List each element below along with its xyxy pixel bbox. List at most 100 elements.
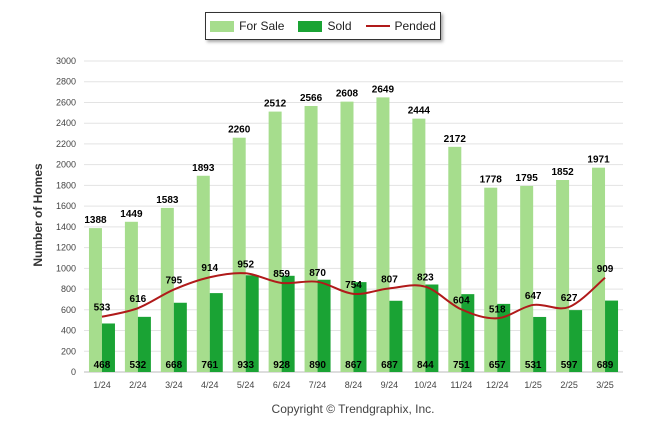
pended-data-label: 823 (417, 273, 434, 284)
sold-bar (533, 316, 547, 372)
for-sale-bar (124, 221, 138, 372)
sold-bar (605, 300, 619, 372)
pended-line (101, 272, 606, 320)
sold-bar (209, 293, 223, 372)
sold-data-label: 657 (489, 360, 506, 371)
sold-bar (317, 279, 331, 372)
pended-data-label: 533 (94, 303, 111, 314)
pended-data-label: 914 (201, 263, 218, 274)
sold-bar (137, 316, 151, 372)
for-sale-data-label: 2566 (300, 93, 323, 104)
y-tick-label: 3000 (56, 56, 76, 66)
pended-data-label: 795 (165, 276, 182, 287)
sold-bar (245, 275, 259, 372)
for-sale-swatch (210, 20, 235, 32)
x-tick-label: 10/24 (414, 380, 437, 390)
pended-data-label: 952 (237, 259, 254, 270)
for-sale-data-label: 1971 (587, 155, 610, 166)
y-tick-label: 1400 (56, 222, 76, 232)
y-tick-label: 2400 (56, 118, 76, 128)
sold-data-label: 689 (597, 360, 614, 371)
for-sale-bar (88, 228, 102, 372)
y-tick-label: 0 (71, 367, 76, 377)
legend-label-sold: Sold (327, 19, 352, 33)
sold-data-label: 531 (525, 360, 542, 371)
pended-data-label: 647 (525, 291, 542, 302)
legend-item-sold[interactable]: Sold (298, 19, 352, 33)
for-sale-data-label: 2649 (372, 84, 395, 95)
pended-data-label: 870 (309, 268, 326, 279)
y-tick-label: 2600 (56, 97, 76, 107)
for-sale-data-label: 1778 (480, 175, 503, 186)
legend-item-pended[interactable]: Pended (365, 19, 436, 33)
for-sale-bar (484, 187, 498, 372)
x-tick-label: 4/24 (201, 380, 219, 390)
y-axis-title: Number of Homes (31, 163, 45, 267)
y-tick-label: 1000 (56, 263, 76, 273)
sold-data-label: 468 (94, 360, 111, 371)
for-sale-bar (340, 101, 354, 373)
sold-bar (353, 282, 367, 372)
sold-data-label: 844 (417, 360, 434, 371)
for-sale-data-label: 1893 (192, 163, 215, 174)
x-tick-label: 2/24 (129, 380, 147, 390)
pended-swatch (365, 25, 390, 27)
x-tick-label: 5/24 (237, 380, 255, 390)
sold-bar (173, 302, 187, 372)
for-sale-data-label: 2608 (336, 89, 359, 100)
x-tick-label: 3/24 (165, 380, 183, 390)
copyright-text: Copyright © Trendgraphix, Inc. (271, 402, 435, 416)
for-sale-bar (304, 105, 318, 372)
y-tick-label: 400 (61, 326, 76, 336)
x-tick-label: 1/25 (524, 380, 542, 390)
y-tick-label: 1200 (56, 243, 76, 253)
x-tick-label: 8/24 (345, 380, 363, 390)
for-sale-bar (376, 97, 390, 373)
legend-label-pended: Pended (394, 19, 436, 33)
for-sale-bar (556, 180, 570, 372)
for-sale-bar (592, 167, 606, 372)
y-tick-label: 1800 (56, 180, 76, 190)
for-sale-data-label: 2444 (408, 106, 431, 117)
x-tick-label: 3/25 (596, 380, 614, 390)
for-sale-bar (520, 185, 534, 372)
sold-data-label: 761 (201, 360, 218, 371)
x-tick-label: 11/24 (450, 380, 472, 390)
for-sale-data-label: 1852 (551, 167, 574, 178)
legend-label-for-sale: For Sale (239, 19, 285, 33)
x-tick-label: 9/24 (381, 380, 399, 390)
y-tick-label: 800 (61, 284, 76, 294)
for-sale-bar (448, 146, 462, 372)
legend-item-for-sale[interactable]: For Sale (210, 19, 284, 33)
x-tick-label: 2/25 (560, 380, 578, 390)
pended-data-label: 859 (273, 269, 290, 280)
pended-data-label: 627 (561, 293, 578, 304)
sold-data-label: 597 (561, 360, 578, 371)
for-sale-bar (268, 111, 282, 373)
pended-data-label: 754 (345, 280, 362, 291)
y-tick-label: 2000 (56, 160, 76, 170)
y-tick-label: 2800 (56, 77, 76, 87)
y-tick-label: 200 (61, 346, 76, 356)
for-sale-data-label: 2512 (264, 99, 287, 110)
for-sale-bar (412, 118, 426, 372)
sold-data-label: 867 (345, 360, 362, 371)
x-tick-label: 1/24 (93, 380, 111, 390)
for-sale-data-label: 2172 (444, 134, 467, 145)
sold-data-label: 751 (453, 360, 470, 371)
sold-swatch (298, 20, 323, 32)
sold-bar (425, 284, 439, 372)
sold-bar (389, 300, 403, 372)
pended-data-label: 807 (381, 274, 398, 285)
for-sale-data-label: 1795 (516, 173, 539, 184)
sold-bar (569, 310, 583, 372)
sold-data-label: 532 (130, 360, 147, 371)
y-tick-label: 600 (61, 305, 76, 315)
sold-data-label: 668 (165, 360, 182, 371)
x-tick-label: 6/24 (273, 380, 291, 390)
x-tick-label: 7/24 (309, 380, 327, 390)
sold-bar (497, 303, 511, 372)
sold-data-label: 933 (237, 360, 254, 371)
x-tick-label: 12/24 (486, 380, 509, 390)
